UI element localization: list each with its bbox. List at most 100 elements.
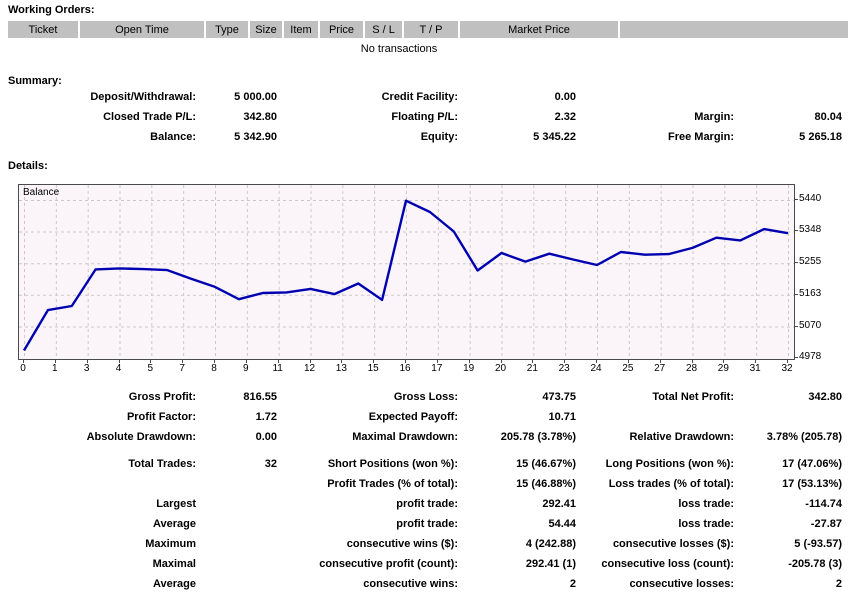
x-tick-label: 8	[211, 363, 217, 374]
y-tick-label: 5070	[799, 319, 822, 331]
column-header-item: Item	[284, 21, 318, 38]
stat-value: -114.74	[805, 498, 842, 510]
stat-label: Long Positions (won %):	[605, 458, 734, 470]
column-header-t-p: T / P	[404, 21, 458, 38]
x-axis-tick	[659, 360, 661, 363]
summary-value: 5 000.00	[234, 91, 277, 103]
stat-label: Profit Trades (% of total):	[327, 478, 458, 490]
stat-value: 1.72	[255, 411, 277, 423]
summary-value: 2.32	[554, 111, 576, 123]
x-axis-tick	[755, 360, 757, 363]
x-axis-tick	[54, 360, 56, 363]
x-axis-tick	[596, 360, 597, 363]
stat-label: consecutive losses:	[629, 578, 734, 590]
x-axis-tick	[277, 360, 279, 363]
stat-value: 0.00	[255, 431, 277, 443]
stat-label: profit trade:	[396, 518, 458, 530]
x-axis-tick	[405, 360, 406, 363]
stat-label: Gross Loss:	[393, 391, 458, 403]
stat-label: consecutive wins ($):	[346, 538, 458, 550]
stat-label: Relative Drawdown:	[629, 431, 734, 443]
y-tick-label: 4978	[799, 351, 822, 362]
y-axis-tick	[795, 293, 798, 295]
stat-label: Total Trades:	[128, 458, 196, 470]
stat-label: Loss trades (% of total):	[608, 478, 734, 490]
stat-value: 10.71	[548, 411, 576, 423]
x-tick-label: 24	[590, 363, 602, 374]
column-header-s-l: S / L	[365, 21, 402, 38]
summary-value: 5 345.22	[533, 131, 576, 143]
stat-label: consecutive losses ($):	[612, 538, 734, 550]
summary-label: Floating P/L:	[391, 111, 458, 123]
y-axis-tick	[795, 357, 798, 358]
stat-label: consecutive wins:	[363, 578, 458, 590]
column-header-market-price: Market Price	[460, 21, 618, 38]
stat-value: 292.41	[542, 498, 576, 510]
x-axis-tick	[182, 360, 184, 363]
stat-value: 15 (46.67%)	[516, 458, 576, 470]
x-tick-label: 11	[272, 363, 283, 374]
x-tick-label: 17	[431, 363, 443, 374]
x-tick-label: 28	[685, 363, 698, 374]
x-axis-tick	[691, 360, 693, 363]
stat-label: profit trade:	[396, 498, 458, 510]
stat-label: Largest	[156, 498, 196, 510]
stat-value: 5 (-93.57)	[794, 538, 842, 550]
stat-value: 32	[264, 458, 277, 470]
x-axis-tick	[532, 360, 534, 363]
stat-label: Maximum	[145, 538, 196, 550]
stat-value: 17 (47.06%)	[782, 458, 842, 470]
stat-label: Average	[152, 578, 196, 590]
x-tick-label: 27	[654, 363, 666, 374]
y-axis-tick	[795, 230, 798, 232]
y-tick-label: 5348	[799, 224, 822, 236]
stat-label: Total Net Profit:	[652, 391, 734, 403]
x-tick-label: 31	[749, 363, 761, 374]
stat-value: 2	[835, 578, 842, 590]
summary-label: Closed Trade P/L:	[103, 111, 196, 123]
summary-label: Deposit/Withdrawal:	[90, 91, 196, 103]
column-header-open-time: Open Time	[80, 21, 204, 38]
x-axis-tick	[627, 360, 629, 363]
column-header-ticket: Ticket	[8, 21, 78, 38]
summary-label: Balance:	[150, 131, 196, 143]
summary-label: Equity:	[420, 131, 458, 143]
stat-value: -205.78 (3)	[788, 558, 842, 570]
summary-value: 80.04	[814, 111, 842, 123]
y-tick-label: 5440	[799, 193, 822, 205]
x-axis-tick	[436, 360, 438, 363]
summary-value: 0.00	[554, 91, 576, 103]
column-header-size: Size	[250, 21, 282, 38]
stat-value: 2	[569, 578, 576, 590]
balance-legend-label: Balance	[23, 187, 60, 198]
balance-curve	[22, 199, 789, 352]
stat-label: Gross Profit:	[128, 391, 196, 403]
x-tick-label: 16	[399, 363, 411, 374]
x-axis-tick	[341, 360, 343, 363]
x-tick-label: 32	[781, 363, 793, 374]
x-tick-label: 13	[335, 363, 347, 374]
x-axis-tick	[787, 360, 788, 363]
x-tick-label: 3	[83, 363, 90, 374]
x-tick-label: 21	[526, 363, 538, 374]
x-axis-tick	[468, 360, 470, 363]
stat-value: 3.78% (205.78)	[766, 431, 842, 443]
stat-value: 473.75	[542, 391, 576, 403]
stat-value: 342.80	[808, 391, 842, 403]
x-tick-label: 29	[717, 363, 729, 374]
summary-label: Free Margin:	[667, 131, 734, 143]
column-header-empty	[620, 21, 848, 38]
stat-value: 17 (53.13%)	[782, 478, 842, 490]
x-tick-label: 5	[147, 363, 154, 374]
stat-label: loss trade:	[678, 498, 734, 510]
x-axis-tick	[500, 360, 502, 363]
x-tick-label: 23	[558, 363, 570, 374]
x-tick-label: 20	[494, 363, 507, 374]
x-axis-tick	[245, 360, 247, 363]
x-tick-label: 19	[463, 363, 475, 374]
stat-label: consecutive loss (count):	[601, 558, 734, 570]
stat-value: 15 (46.88%)	[516, 478, 576, 490]
x-tick-label: 4	[115, 363, 122, 374]
x-axis-tick	[86, 360, 88, 363]
